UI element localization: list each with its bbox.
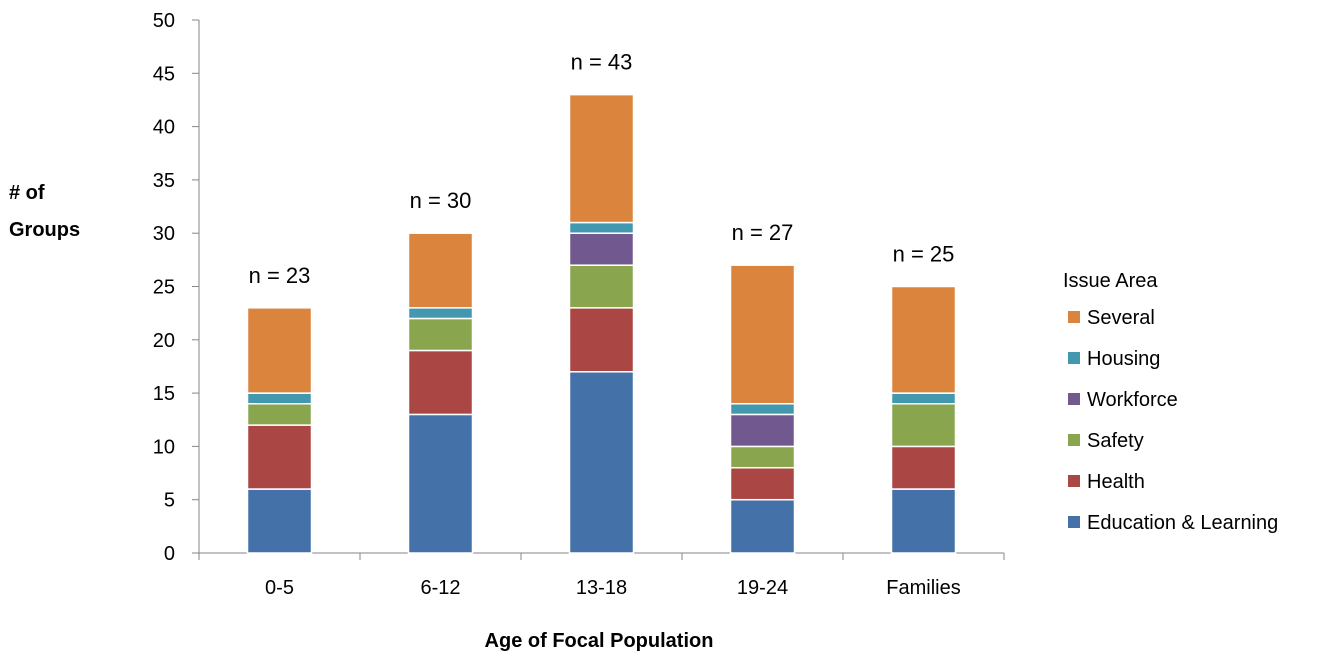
bar-segment [407, 349, 474, 416]
x-tick-label: 0-5 [265, 577, 294, 599]
total-label: n = 27 [732, 220, 794, 245]
x-tick-label: 19-24 [737, 577, 788, 599]
y-tick-label: 30 [153, 223, 175, 245]
bar-segment [729, 498, 796, 554]
y-tick-label: 0 [164, 543, 175, 565]
bar-segment [729, 466, 796, 501]
bar-segment [568, 93, 635, 224]
bar-segment [890, 403, 957, 448]
x-tick-label: Families [886, 577, 960, 599]
y-axis: 0 5 10 15 20 25 30 35 40 45 50 [153, 10, 200, 565]
bar-segment [407, 317, 474, 352]
total-label: n = 23 [249, 263, 311, 288]
y-tick-label: 20 [153, 330, 175, 352]
bar-segment [568, 221, 635, 234]
legend: Issue Area Several Housing Workforce Safety… [1063, 270, 1278, 534]
bar-segment [890, 285, 957, 394]
bar-segment [246, 307, 313, 394]
y-tick-label: 50 [153, 10, 175, 32]
legend-label: Several [1087, 307, 1155, 329]
bar-segment [568, 371, 635, 554]
y-tick-label: 5 [164, 490, 175, 512]
y-tick-label: 45 [153, 63, 175, 85]
y-tick-label: 25 [153, 277, 175, 299]
bar-segment [407, 413, 474, 554]
total-labels: n = 23 n = 30 n = 43 n = 27 n = 25 [249, 50, 955, 288]
legend-swatch [1068, 311, 1080, 323]
legend-label: Health [1087, 471, 1145, 493]
legend-swatch [1068, 393, 1080, 405]
legend-swatch [1068, 475, 1080, 487]
bar-segment [568, 307, 635, 373]
bar-segment [407, 232, 474, 309]
y-axis-label-line-1: # of [9, 182, 45, 204]
legend-swatch [1068, 516, 1080, 528]
y-tick-label: 15 [153, 383, 175, 405]
bar-segment [729, 403, 796, 416]
bar-segment [729, 264, 796, 405]
bar-segment [729, 413, 796, 448]
legend-label: Education & Learning [1087, 512, 1278, 534]
y-tick-label: 40 [153, 117, 175, 139]
y-tick-label: 35 [153, 170, 175, 192]
x-tick-label: 13-18 [576, 577, 627, 599]
bar-segment [729, 445, 796, 469]
bar-segment [246, 403, 313, 426]
bars [246, 93, 957, 554]
bar-segment [568, 264, 635, 309]
x-axis-label: Age of Focal Population [485, 630, 714, 652]
bar-segment [568, 232, 635, 266]
bar-segment [246, 488, 313, 554]
total-label: n = 25 [893, 242, 955, 267]
x-tick-label: 6-12 [420, 577, 460, 599]
total-label: n = 43 [571, 50, 633, 75]
legend-label: Safety [1087, 430, 1144, 452]
bar-segment [407, 307, 474, 320]
legend-swatch [1068, 352, 1080, 364]
legend-label: Workforce [1087, 389, 1178, 411]
bar-segment [246, 424, 313, 490]
x-axis: 0-5 6-12 13-18 19-24 Families [198, 552, 1005, 599]
bar-segment [890, 445, 957, 490]
bar-segment [246, 392, 313, 405]
total-label: n = 30 [410, 188, 472, 213]
legend-title: Issue Area [1063, 270, 1158, 292]
y-tick-label: 10 [153, 436, 175, 458]
bar-segment [890, 488, 957, 554]
legend-swatch [1068, 434, 1080, 446]
legend-label: Housing [1087, 348, 1160, 370]
bar-segment [890, 392, 957, 405]
y-axis-label-line-2: Groups [9, 219, 80, 241]
